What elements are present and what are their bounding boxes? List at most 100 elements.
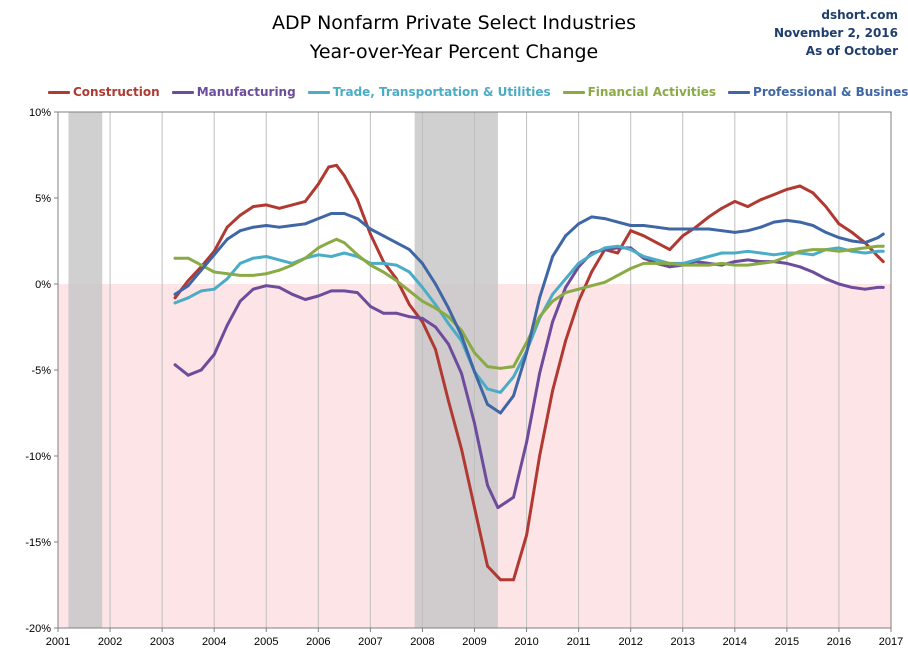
data-point-3-3 xyxy=(212,270,216,274)
data-point-0-19 xyxy=(408,303,411,306)
data-point-0-13 xyxy=(335,163,338,167)
data-point-4-5 xyxy=(238,229,242,233)
data-point-1-20 xyxy=(434,325,437,329)
x-tick-label-2009: 2009 xyxy=(462,636,486,648)
data-point-2-33 xyxy=(603,246,607,250)
data-point-2-55 xyxy=(881,249,885,253)
data-point-3-32 xyxy=(577,287,580,291)
data-point-1-16 xyxy=(382,311,385,315)
data-point-2-41 xyxy=(707,255,711,258)
data-point-2-40 xyxy=(694,258,698,262)
data-point-4-35 xyxy=(629,224,633,227)
data-point-0-56 xyxy=(881,260,885,263)
data-point-0-8 xyxy=(277,206,281,210)
data-point-3-43 xyxy=(720,262,724,265)
data-point-0-12 xyxy=(327,165,331,169)
data-point-0-4 xyxy=(225,225,229,229)
data-point-0-39 xyxy=(668,248,672,252)
data-point-2-45 xyxy=(759,251,763,255)
data-point-4-38 xyxy=(668,227,672,231)
data-point-4-42 xyxy=(720,229,724,233)
data-point-0-38 xyxy=(655,241,659,245)
data-point-2-37 xyxy=(655,258,659,262)
data-point-4-37 xyxy=(655,225,659,229)
data-point-3-17 xyxy=(382,270,385,274)
data-point-4-36 xyxy=(642,224,646,227)
chart-title-line2: Year-over-Year Percent Change xyxy=(309,41,599,63)
data-point-4-31 xyxy=(577,222,580,226)
data-point-3-51 xyxy=(824,248,828,252)
data-point-4-14 xyxy=(356,217,359,221)
data-point-1-52 xyxy=(850,286,854,289)
data-point-0-43 xyxy=(720,206,724,210)
x-tick-label-2001: 2001 xyxy=(46,636,70,648)
data-point-4-8 xyxy=(277,225,281,229)
data-point-1-10 xyxy=(303,298,307,301)
data-point-3-20 xyxy=(421,299,424,303)
data-point-4-44 xyxy=(746,229,750,233)
data-point-0-36 xyxy=(629,229,633,233)
data-point-4-10 xyxy=(303,222,307,226)
data-point-3-55 xyxy=(876,244,880,248)
data-point-1-15 xyxy=(369,305,372,308)
data-point-2-3 xyxy=(212,287,216,291)
data-point-0-15 xyxy=(356,198,359,202)
data-point-3-1 xyxy=(186,256,190,260)
data-point-1-24 xyxy=(486,483,489,487)
data-point-2-2 xyxy=(199,289,203,293)
data-point-3-56 xyxy=(881,244,885,248)
data-point-4-17 xyxy=(395,241,398,245)
data-point-1-25 xyxy=(496,506,500,509)
legend-label-3: Financial Activities xyxy=(587,85,717,99)
data-point-1-4 xyxy=(225,323,229,327)
data-point-4-12 xyxy=(329,212,333,215)
data-point-1-53 xyxy=(863,287,867,291)
data-point-4-15 xyxy=(369,227,372,231)
data-point-3-30 xyxy=(551,299,554,303)
data-point-3-33 xyxy=(590,284,593,288)
data-point-2-24 xyxy=(486,387,489,391)
data-point-1-1 xyxy=(186,373,190,377)
data-point-4-45 xyxy=(759,225,763,229)
data-point-2-13 xyxy=(342,251,346,255)
data-point-3-46 xyxy=(759,262,763,265)
data-point-4-48 xyxy=(798,220,802,224)
data-point-3-4 xyxy=(225,272,229,276)
x-tick-label-2016: 2016 xyxy=(827,636,851,648)
data-point-3-44 xyxy=(733,263,737,267)
data-point-0-45 xyxy=(746,205,750,209)
data-point-0-31 xyxy=(564,339,567,343)
data-point-1-30 xyxy=(564,286,567,289)
data-point-0-46 xyxy=(759,198,763,202)
y-tick-label-3: -5% xyxy=(31,365,51,377)
recession-band-1 xyxy=(414,112,498,628)
data-point-4-40 xyxy=(694,227,698,231)
data-point-4-24 xyxy=(486,403,489,406)
series-line-4 xyxy=(173,212,885,415)
data-point-0-29 xyxy=(538,454,541,458)
data-point-0-40 xyxy=(681,234,685,238)
data-point-1-50 xyxy=(824,277,828,281)
data-point-3-38 xyxy=(655,262,659,265)
legend-label-1: Manufacturing xyxy=(196,85,296,99)
data-point-4-46 xyxy=(772,220,776,224)
data-point-1-18 xyxy=(408,315,411,319)
data-point-3-26 xyxy=(499,366,502,370)
data-point-3-13 xyxy=(335,237,338,241)
data-point-1-5 xyxy=(238,299,242,303)
data-point-1-44 xyxy=(746,258,750,262)
data-point-0-23 xyxy=(460,447,463,451)
data-point-3-47 xyxy=(772,260,776,263)
data-point-2-1 xyxy=(186,296,190,300)
data-point-3-29 xyxy=(538,315,541,319)
data-point-2-34 xyxy=(616,244,620,248)
x-tick-label-2003: 2003 xyxy=(150,636,174,648)
data-point-3-16 xyxy=(369,263,372,267)
y-tick-label-4: -10% xyxy=(25,451,51,463)
data-point-2-18 xyxy=(408,270,411,274)
data-point-4-54 xyxy=(876,236,880,240)
data-point-4-29 xyxy=(551,255,554,258)
data-point-3-19 xyxy=(408,289,411,293)
data-point-4-16 xyxy=(382,234,385,238)
data-point-2-20 xyxy=(434,303,437,306)
